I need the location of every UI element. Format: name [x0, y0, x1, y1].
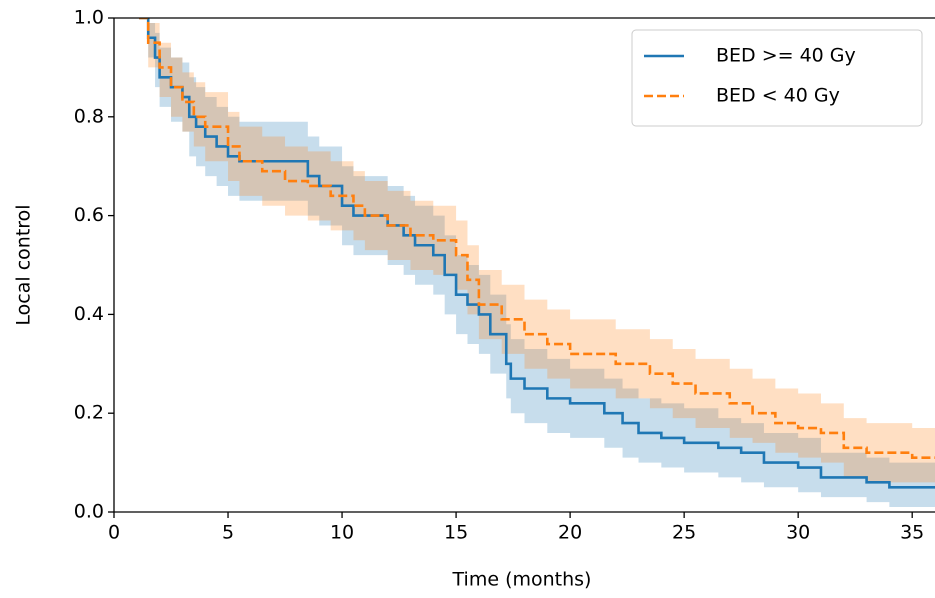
- y-tick-label: 0.0: [74, 501, 104, 523]
- x-tick-label: 10: [330, 522, 354, 544]
- x-tick-label: 25: [672, 522, 696, 544]
- x-tick-label: 5: [222, 522, 234, 544]
- y-axis-label: Local control: [13, 204, 35, 325]
- x-tick-label: 30: [786, 522, 810, 544]
- legend-box: [631, 29, 923, 127]
- legend-label: BED >= 40 Gy: [716, 45, 856, 67]
- y-tick-label: 0.6: [74, 204, 104, 226]
- survival-line: [139, 18, 935, 489]
- x-tick-label: 15: [444, 522, 468, 544]
- x-tick-label: 20: [558, 522, 582, 544]
- x-axis-label: Time (months): [452, 569, 592, 591]
- legend: BED >= 40 Gy BED < 40 Gy: [631, 29, 923, 127]
- confidence-band: [139, 18, 935, 483]
- y-tick-label: 1.0: [74, 7, 104, 29]
- legend-label: BED < 40 Gy: [716, 85, 840, 107]
- x-tick-label: 0: [108, 522, 120, 544]
- y-tick-label: 0.8: [74, 105, 104, 127]
- confidence-band: [139, 18, 935, 508]
- y-tick-label: 0.4: [74, 303, 104, 325]
- survival-line: [139, 18, 935, 459]
- x-tick-label: 35: [900, 522, 924, 544]
- y-tick-label: 0.2: [74, 402, 104, 424]
